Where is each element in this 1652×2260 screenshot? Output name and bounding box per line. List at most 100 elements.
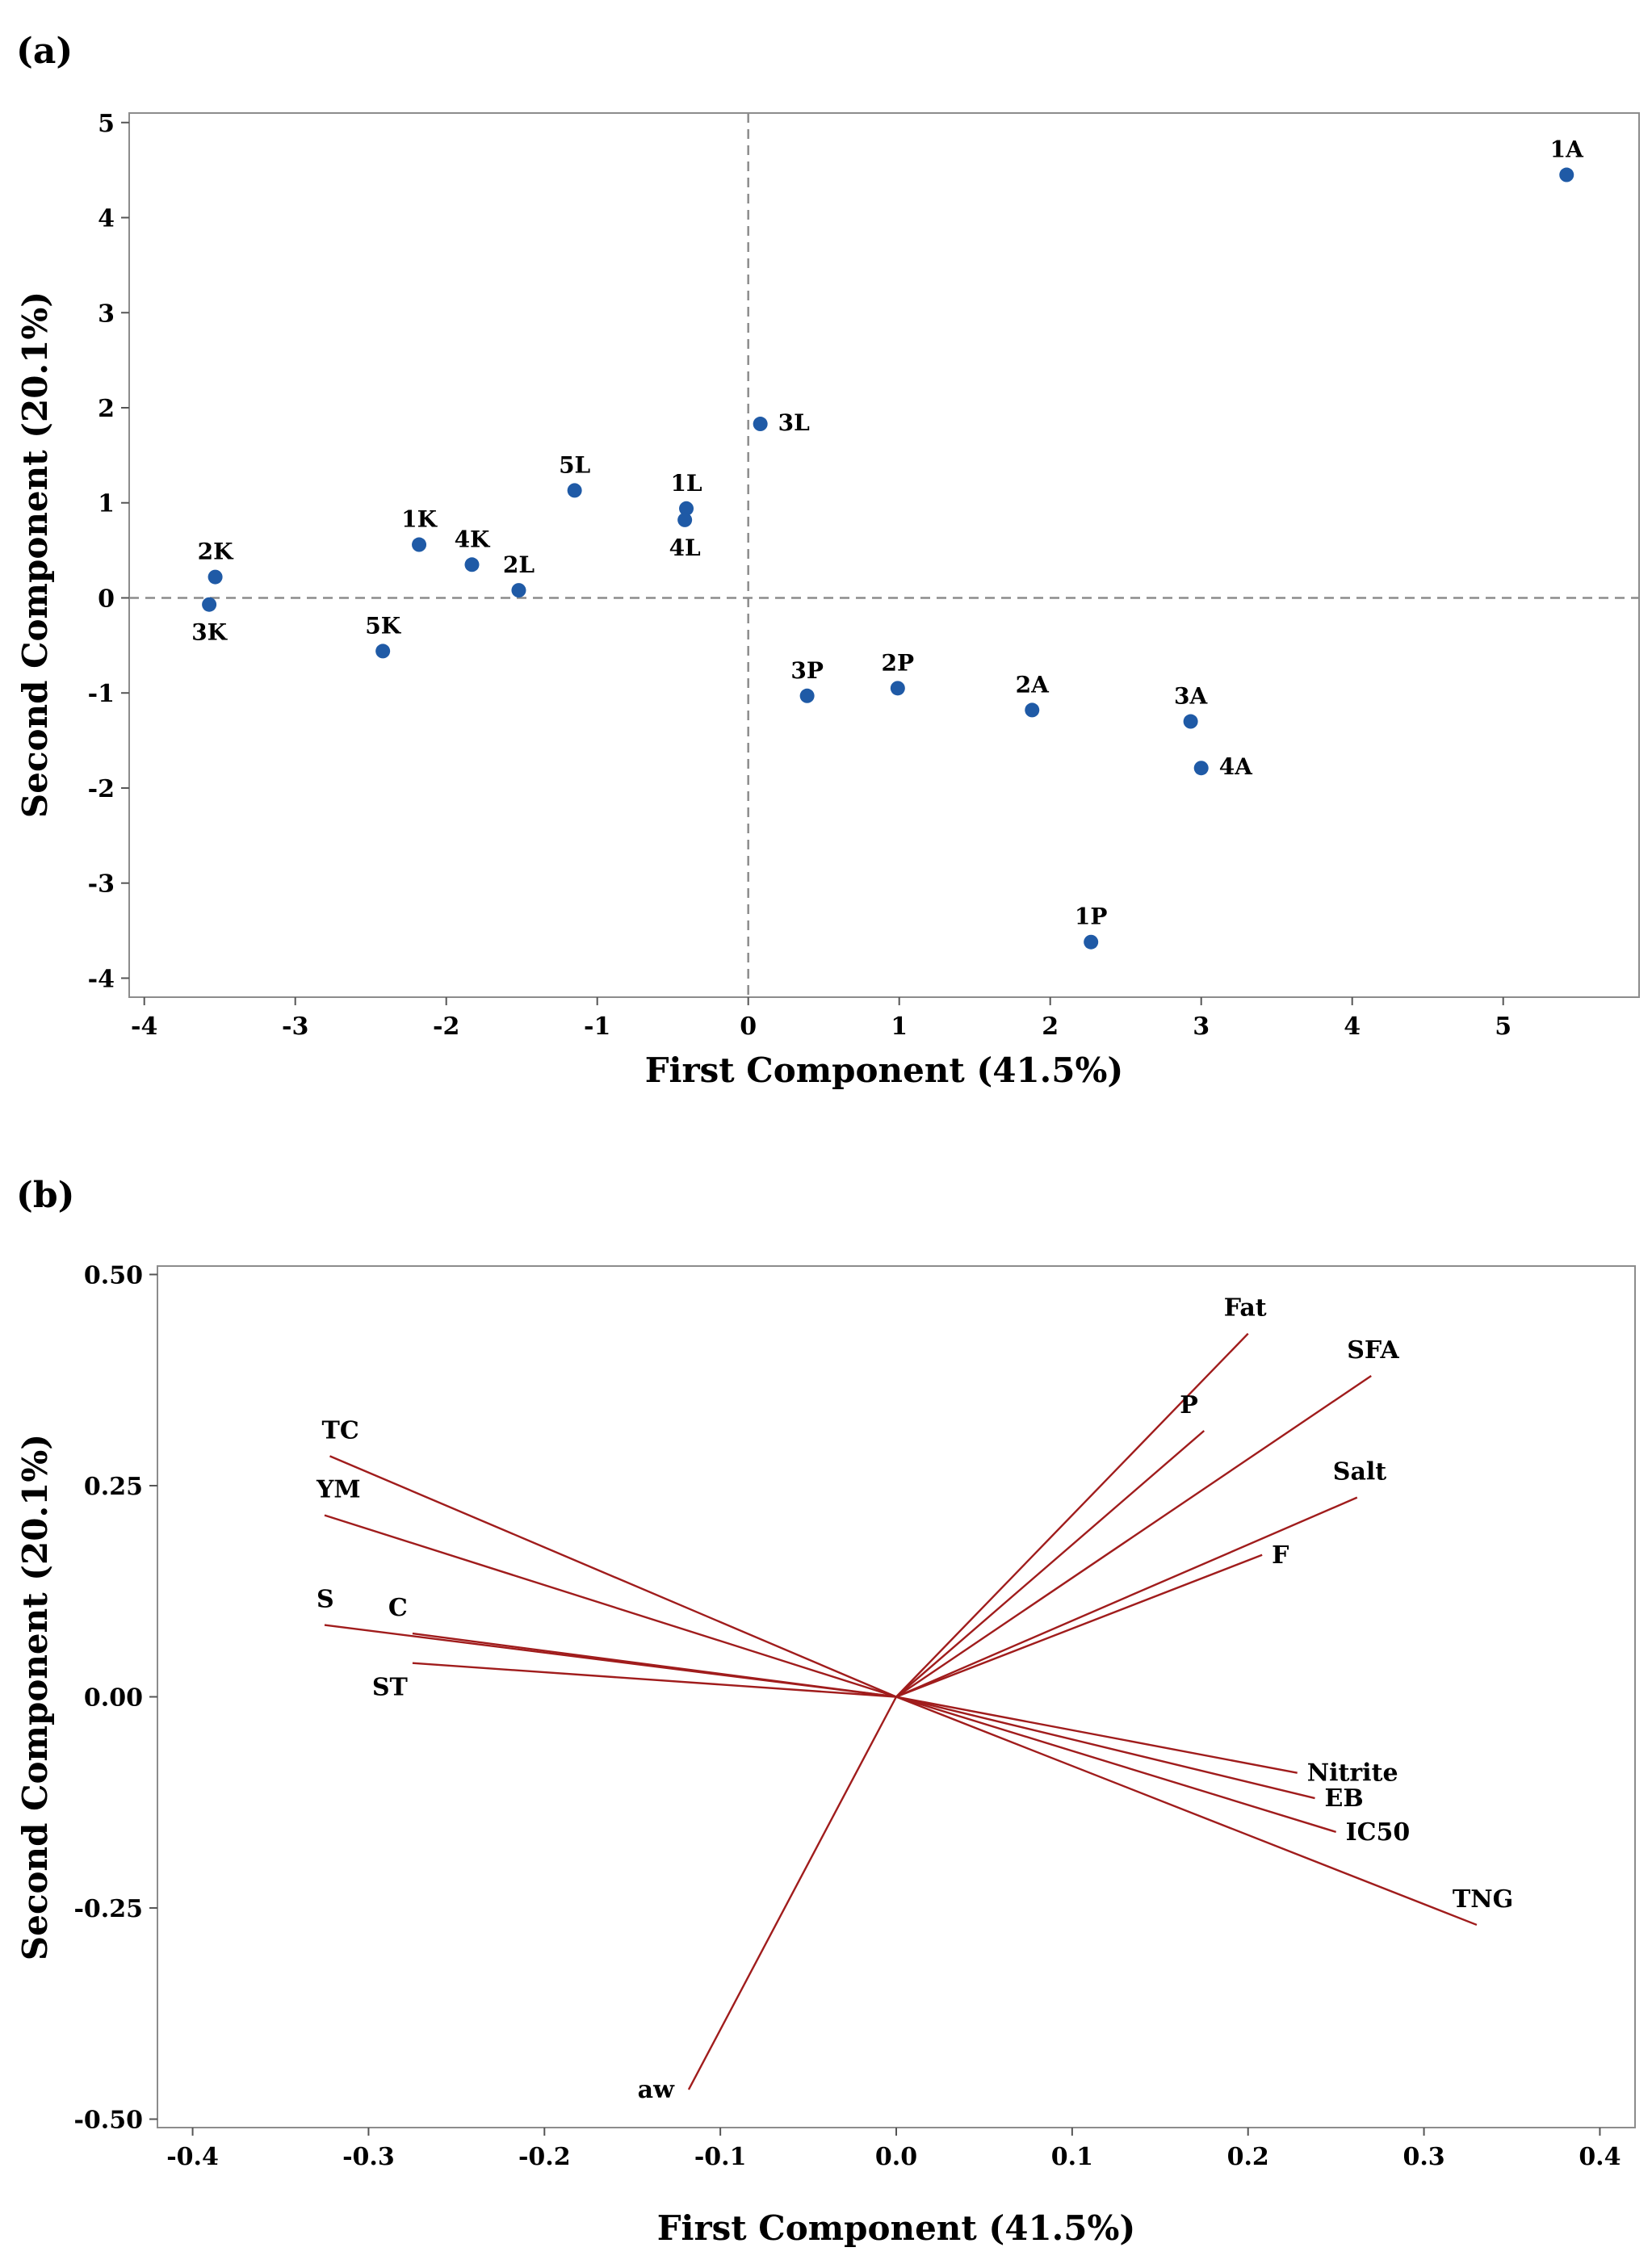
figure: (a) -4 -3 -2 -1 0 1 2 3 4 5-4-3-2-1012345 1A2A 3A4… [0, 0, 1652, 2260]
point-label-4L: 4L [669, 535, 701, 561]
x-tick-label: 0.3 [1403, 2143, 1444, 2171]
data-point-4K [464, 557, 479, 572]
panel-a-reference-lines [129, 113, 1639, 997]
x-tick-label: 4 [1344, 1013, 1361, 1041]
x-tick-label: 0 [740, 1013, 757, 1041]
y-tick-label: 5 [98, 110, 115, 138]
x-tick-label: 3 [1193, 1013, 1210, 1041]
data-point-2L [511, 583, 526, 597]
x-tick-label: 0.4 [1579, 2143, 1621, 2171]
y-tick-label: 0.25 [84, 1473, 143, 1501]
vector-label-aw: aw [638, 2076, 675, 2104]
point-label-1P: 1P [1075, 904, 1108, 930]
x-tick-label: -0.3 [342, 2143, 395, 2171]
loading-vector-fat [896, 1334, 1248, 1697]
panel-a-plot-frame [129, 113, 1639, 997]
panel-a-y-axis-title: Second Component (20.1%) [15, 291, 55, 818]
x-tick-label: -1 [584, 1013, 610, 1041]
y-tick-label: 0.00 [84, 1684, 143, 1713]
point-label-3L: 3L [778, 409, 810, 436]
y-tick-label: 3 [98, 300, 115, 328]
y-tick-label: 1 [98, 490, 115, 518]
panel-a-points: 1A 2A 3A 4A 1P 2P 3P 1L 2L 3L 4L 5L 1K 2K 3K 4K 5K [191, 136, 1584, 950]
loading-vector-p [896, 1431, 1204, 1697]
x-tick-label: -0.4 [166, 2143, 219, 2171]
vector-label-ym: YM [316, 1476, 361, 1504]
x-tick-label: -0.1 [694, 2143, 747, 2171]
point-label-1A: 1A [1550, 136, 1584, 163]
data-point-3P [800, 689, 815, 703]
x-tick-label: 0.0 [875, 2143, 917, 2171]
data-point-3A [1184, 715, 1198, 729]
data-point-1A [1559, 168, 1574, 182]
point-label-2K: 2K [198, 539, 234, 565]
x-tick-label: -0.2 [518, 2143, 571, 2171]
data-point-2P [891, 681, 905, 695]
loading-vector-ic50 [896, 1697, 1336, 1832]
loading-vector-tng [896, 1697, 1477, 1925]
vector-label-fat: Fat [1224, 1294, 1267, 1323]
panel-a-label: (a) [16, 31, 73, 72]
loading-vector-st [413, 1663, 896, 1697]
y-tick-label: -1 [88, 680, 115, 708]
x-tick-label: -2 [433, 1013, 459, 1041]
vector-label-st: ST [372, 1674, 409, 1702]
panel-a-score-plot: (a) -4 -3 -2 -1 0 1 2 3 4 5 -4 -3 -2 -1 0 1 2 3 4 5 1A 2A 3A 4… [15, 31, 1639, 1090]
point-label-5L: 5L [559, 451, 590, 478]
loading-vector-eb [896, 1697, 1315, 1799]
vector-label-f: F [1272, 1541, 1289, 1570]
point-label-1K: 1K [401, 506, 438, 533]
x-tick-label: 1 [891, 1013, 908, 1041]
panel-b-label: (b) [16, 1175, 74, 1216]
data-point-5K [375, 644, 390, 658]
y-tick-label: -2 [88, 775, 115, 803]
vector-label-nitrite: Nitrite [1307, 1759, 1398, 1788]
point-label-5K: 5K [365, 612, 401, 639]
loading-vector-salt [896, 1498, 1357, 1697]
y-tick-label: 2 [98, 395, 115, 423]
data-point-1K [412, 538, 426, 552]
y-tick-label: -0.50 [73, 2107, 143, 2135]
data-point-2K [208, 570, 223, 585]
vector-label-ic50: IC50 [1346, 1818, 1411, 1847]
x-tick-label: -3 [282, 1013, 308, 1041]
point-label-2L: 2L [503, 551, 535, 578]
loading-vector-nitrite [896, 1697, 1298, 1773]
panel-b-loading-plot: (b) -0.4 -0.3 -0.2 -0.1 0.0 0.1 0.2 0.3 0.4 -0.50… [15, 1175, 1635, 2248]
point-label-3K: 3K [191, 619, 228, 646]
y-tick-label: 4 [98, 205, 115, 233]
point-label-2A: 2A [1016, 671, 1050, 698]
x-tick-label: -4 [131, 1013, 157, 1041]
x-tick-label: 0.2 [1227, 2143, 1269, 2171]
vector-label-p: P [1180, 1391, 1198, 1419]
panel-b-ticks: -0.4 -0.3 -0.2 -0.1 0.0 0.1 0.2 0.3 0.4 -0.50 -0.2… [73, 1261, 1621, 2171]
point-label-2P: 2P [882, 649, 915, 676]
data-point-3L [753, 417, 768, 431]
y-tick-label: -0.25 [73, 1895, 143, 1923]
x-tick-label: 2 [1042, 1013, 1059, 1041]
point-label-1L: 1L [670, 470, 702, 497]
panel-a-ticks: -4 -3 -2 -1 0 1 2 3 4 5 -4 -3 -2 -1 0 1 2 3 4 5 [88, 110, 1512, 1041]
vector-label-sfa: SFA [1347, 1336, 1399, 1365]
y-tick-label: -4 [88, 965, 115, 993]
panel-b-x-axis-title: First Component (41.5%) [657, 2208, 1136, 2248]
vector-label-salt: Salt [1333, 1458, 1387, 1486]
point-label-4A: 4A [1219, 753, 1253, 780]
x-tick-label: 5 [1495, 1013, 1512, 1041]
data-point-3K [202, 597, 216, 612]
y-tick-label: -3 [88, 870, 115, 899]
vector-label-c: C [388, 1594, 408, 1622]
data-point-4A [1194, 761, 1209, 775]
panel-a-x-axis-title: First Component (41.5%) [645, 1050, 1124, 1090]
data-point-2A [1025, 702, 1039, 717]
point-label-4K: 4K [455, 526, 491, 552]
panel-b-y-axis-title: Second Component (20.1%) [15, 1434, 55, 1960]
data-point-1P [1084, 935, 1098, 950]
y-tick-label: 0.50 [84, 1261, 143, 1289]
loading-vector-ym [325, 1516, 896, 1697]
vector-label-tng: TNG [1453, 1885, 1513, 1914]
point-label-3A: 3A [1174, 683, 1208, 710]
data-point-4L [677, 513, 692, 527]
x-tick-label: 0.1 [1051, 2143, 1093, 2171]
